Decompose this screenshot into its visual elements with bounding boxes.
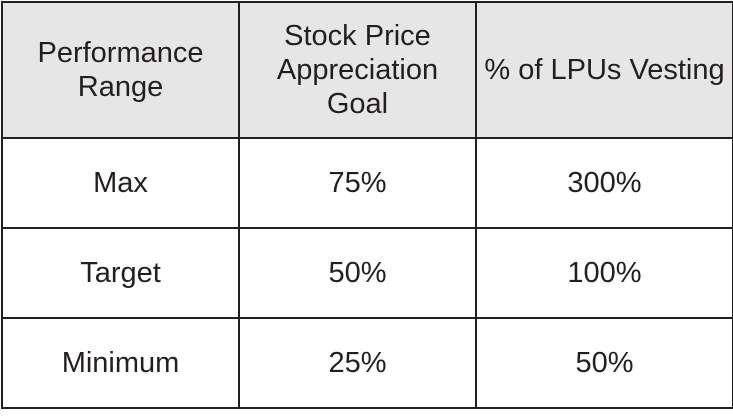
table-cell: 100% xyxy=(475,227,733,319)
table-body: Max 75% 300% Target 50% 100% Minimum 25% 50% xyxy=(1,137,733,409)
table-cell: Target xyxy=(1,227,240,319)
table-row: Minimum 25% 50% xyxy=(1,317,733,409)
table: Performance Range Stock Price Appreciatio… xyxy=(1,1,733,409)
table-row: Max 75% 300% xyxy=(1,137,733,229)
table-cell: 50% xyxy=(475,317,733,409)
table-row: Target 50% 100% xyxy=(1,227,733,319)
table-cell: 25% xyxy=(238,317,477,409)
header-cell: Stock Price Appreciation Goal xyxy=(238,1,477,139)
table-cell: 50% xyxy=(238,227,477,319)
table-cell: 75% xyxy=(238,137,477,229)
header-cell: % of LPUs Vesting xyxy=(475,1,733,139)
table-cell: Minimum xyxy=(1,317,240,409)
table-cell: 300% xyxy=(475,137,733,229)
header-row: Performance Range Stock Price Appreciatio… xyxy=(1,1,733,139)
header-cell: Performance Range xyxy=(1,1,240,139)
table-cell: Max xyxy=(1,137,240,229)
